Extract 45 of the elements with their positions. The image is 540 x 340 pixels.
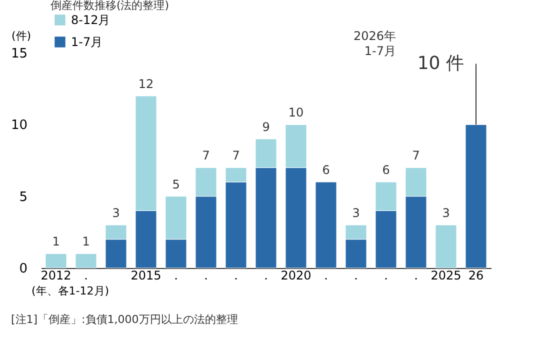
bar xyxy=(465,124,487,268)
y-tick-label: 10 xyxy=(10,118,28,134)
bar xyxy=(315,182,337,268)
total-label: 3 xyxy=(352,206,360,220)
text: [注1]「倒産」:負債1,000万円以上の法的整理 xyxy=(11,313,238,326)
y-axis-title: (件) xyxy=(12,30,32,42)
bar xyxy=(435,224,457,268)
x-tick-label: . xyxy=(234,268,238,282)
x-tick-label: . xyxy=(354,268,358,282)
total-label: 6 xyxy=(322,163,330,177)
annotation: 2026年 1-7月 xyxy=(353,29,396,58)
y-tick-label: 0 xyxy=(19,262,28,276)
x-tick-label: 2025 xyxy=(430,268,462,282)
bar xyxy=(75,253,97,268)
x-tick-label: . xyxy=(324,268,328,282)
total-label: 6 xyxy=(382,163,390,177)
total-label: 10 xyxy=(288,106,304,120)
total-label: 3 xyxy=(442,206,450,220)
chart-title: 倒産件数推移(法的整理) xyxy=(50,0,170,12)
total-label: 5 xyxy=(172,177,180,192)
x-tick-label: . xyxy=(384,268,388,282)
total-label: 1 xyxy=(82,234,90,249)
x-tick-label: 2020 xyxy=(280,268,312,282)
x-tick-label: . xyxy=(174,268,178,282)
bar xyxy=(45,253,67,268)
x-axis-title: (年、各1-12月) xyxy=(32,284,110,298)
legend-label: 8-12月 xyxy=(71,13,110,27)
legend-label: 1-7月 xyxy=(71,35,103,49)
x-tick-label: 26 xyxy=(468,268,484,282)
total-label: 3 xyxy=(112,206,120,220)
total-label: 12 xyxy=(138,77,154,91)
total-label: 7 xyxy=(412,148,420,163)
y-tick-label: 5 xyxy=(19,190,28,205)
total-label: 9 xyxy=(262,120,270,134)
x-tick-label: . xyxy=(204,268,208,282)
total-label: 7 xyxy=(232,148,240,163)
x-tick-label: . xyxy=(84,268,88,282)
y-tick-label: 15 xyxy=(10,46,28,62)
x-tick-label: 2012 xyxy=(40,268,72,282)
x-tick-label: . xyxy=(264,268,268,282)
annotation: 10 件 xyxy=(417,52,464,74)
total-label: 1 xyxy=(52,234,60,249)
x-tick-label: 2015 xyxy=(130,268,162,282)
total-label: 7 xyxy=(202,148,210,163)
x-tick-label: . xyxy=(414,268,418,282)
